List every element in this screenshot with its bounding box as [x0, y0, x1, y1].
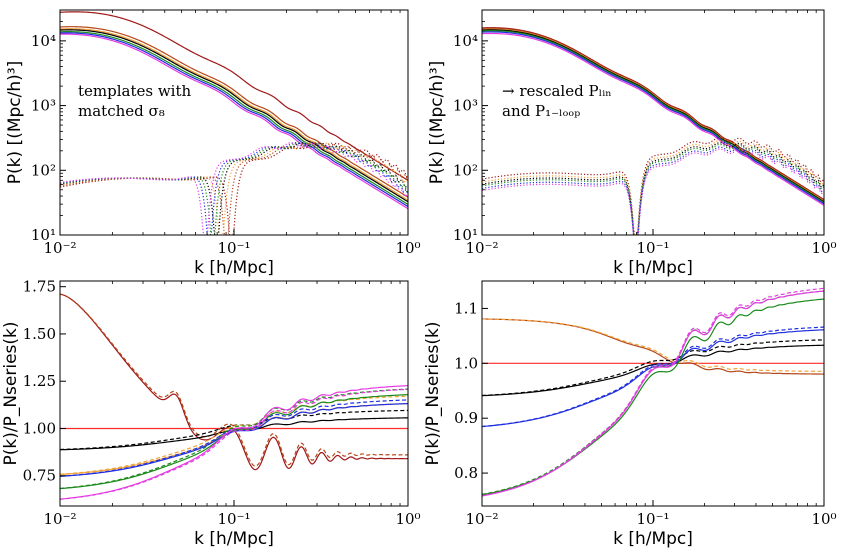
- series-line-green-solid: [482, 30, 824, 204]
- series-line-blue-solid: [60, 403, 408, 477]
- y-tick-label: 10⁴: [453, 32, 478, 50]
- series-line-orange-dashed: [60, 395, 408, 475]
- series-line-brown-solid: [60, 26, 408, 198]
- x-tick-label: 10⁰: [395, 510, 420, 528]
- y-tick-label: 1.00: [23, 419, 56, 437]
- series-line-darkred-solid: [60, 293, 408, 471]
- series-line-darkred-solid: [482, 27, 824, 201]
- series-line-darkred-dotted: [60, 142, 408, 235]
- series-line-black-dashed: [60, 409, 408, 451]
- series-line-darkred-dotted: [482, 137, 824, 235]
- series-group: [60, 293, 408, 500]
- panel-top-left: 10⁻² 10⁻¹ 10⁰ 10¹ 10² 10³ 10⁴ k [h/Mpc] P(k) [(M…: [5, 9, 421, 278]
- series-line-orange-dotted: [482, 139, 824, 235]
- x-tick-label: 10⁻¹: [636, 239, 669, 257]
- series-line-black-solid: [60, 29, 408, 203]
- x-axis-label: k [h/Mpc]: [194, 258, 274, 278]
- series-line-magenta-dotted: [482, 148, 824, 235]
- series-group: [60, 11, 408, 235]
- series-line-green-dotted: [60, 142, 408, 235]
- series-line-brown-solid: [482, 27, 824, 201]
- series-line-brown-solid: [482, 318, 824, 375]
- y-tick-label: 1.0: [454, 354, 478, 372]
- y-tick-label: 1.75: [23, 278, 56, 296]
- series-line-black-solid: [60, 417, 408, 451]
- series-line-black-solid: [482, 344, 824, 397]
- series-line-brown-dotted: [60, 142, 408, 235]
- annotation-line: and P₁₋ₗₒₒₚ: [502, 102, 580, 120]
- series-line-blue-dotted: [60, 142, 408, 235]
- series-line-magenta-dotted: [60, 142, 408, 235]
- y-tick-label: 10¹: [31, 226, 56, 244]
- y-tick-label: 10⁴: [31, 32, 56, 50]
- y-axis-label: P(k)/P_Nseries(k): [1, 321, 21, 465]
- y-tick-label: 10³: [31, 97, 56, 115]
- y-tick-label: 10¹: [453, 226, 478, 244]
- series-line-black-dotted: [482, 142, 824, 235]
- y-tick-label: 0.9: [454, 409, 478, 427]
- series-line-black-dotted: [60, 142, 408, 235]
- series-line-magenta-solid: [482, 32, 824, 206]
- y-axis-label: P(k)/P_Nseries(k): [423, 321, 443, 465]
- panel-top-right: 10⁻² 10⁻¹ 10⁰ 10¹ 10² 10³ 10⁴ k [h/Mpc] P(k) [(M…: [427, 9, 837, 278]
- x-axis-label: k [h/Mpc]: [613, 529, 693, 548]
- series-group: [482, 27, 824, 235]
- y-tick-label: 1.25: [23, 372, 56, 390]
- annotation-line: templates with: [78, 82, 192, 100]
- series-line-magenta-solid: [482, 290, 824, 497]
- x-axis-label: k [h/Mpc]: [613, 258, 693, 278]
- series-line-darkred-solid: [60, 11, 408, 181]
- y-axis-label: P(k) [(Mpc/h)³]: [427, 61, 447, 184]
- series-line-blue-dashed: [60, 399, 408, 477]
- series-line-blue-solid: [60, 32, 408, 208]
- series-line-magenta-dashed: [60, 388, 408, 500]
- series-line-green-dashed: [60, 388, 408, 490]
- series-line-orange-solid: [60, 402, 408, 476]
- x-tick-label: 10⁻²: [465, 239, 498, 257]
- x-tick-label: 10⁻¹: [636, 510, 669, 528]
- x-tick-label: 10⁰: [395, 239, 420, 257]
- x-tick-label: 10⁻¹: [217, 510, 250, 528]
- x-tick-label: 10⁻²: [465, 510, 498, 528]
- series-line-green-solid: [60, 394, 408, 490]
- y-axis-label: P(k) [(Mpc/h)³]: [5, 61, 25, 184]
- series-line-orange-dashed: [482, 318, 824, 372]
- y-tick-label: 0.8: [454, 464, 478, 482]
- annotation-line: → rescaled Pₗᵢₙ: [502, 82, 612, 100]
- x-tick-label: 10⁻²: [43, 510, 76, 528]
- axes-frame: [59, 9, 409, 236]
- panel-bottom-left: 10⁻² 10⁻¹ 10⁰ 0.75 1.00 1.25 1.50 1.75 k [h/Mpc]…: [1, 278, 421, 548]
- y-tick-label: 10²: [453, 161, 478, 179]
- x-tick-label: 10⁰: [811, 510, 836, 528]
- y-tick-label: 10³: [453, 97, 478, 115]
- series-line-magenta-dashed: [482, 287, 824, 497]
- panel-bottom-right: 10⁻² 10⁻¹ 10⁰ 0.8 0.9 1.0 1.1 k [h/Mpc] P(k)/P_N…: [423, 280, 837, 548]
- annotation-line: matched σ₈: [78, 102, 165, 120]
- series-line-orange-solid: [60, 28, 408, 201]
- series-line-green-dotted: [482, 143, 824, 235]
- series-line-green-solid: [482, 298, 824, 496]
- y-tick-label: 10²: [31, 161, 56, 179]
- x-tick-label: 10⁻²: [43, 239, 76, 257]
- series-line-blue-dotted: [482, 146, 824, 235]
- x-axis-label: k [h/Mpc]: [194, 529, 274, 548]
- series-line-blue-solid: [482, 31, 824, 205]
- series-line-black-solid: [482, 29, 824, 203]
- series-line-brown-dashed: [60, 293, 408, 467]
- y-tick-label: 1.1: [454, 299, 478, 317]
- series-group: [482, 287, 824, 497]
- axes-frame: [481, 280, 825, 507]
- x-tick-label: 10⁰: [811, 239, 836, 257]
- y-tick-label: 1.50: [23, 325, 56, 343]
- x-tick-label: 10⁻¹: [217, 239, 250, 257]
- axes-frame: [481, 9, 825, 236]
- series-line-blue-dashed: [482, 326, 824, 428]
- y-tick-label: 0.75: [23, 467, 56, 485]
- series-line-blue-solid: [482, 329, 824, 428]
- series-line-black-dashed: [482, 339, 824, 397]
- series-line-orange-dotted: [60, 142, 408, 235]
- series-line-magenta-solid: [60, 33, 408, 210]
- series-line-green-solid: [60, 31, 408, 205]
